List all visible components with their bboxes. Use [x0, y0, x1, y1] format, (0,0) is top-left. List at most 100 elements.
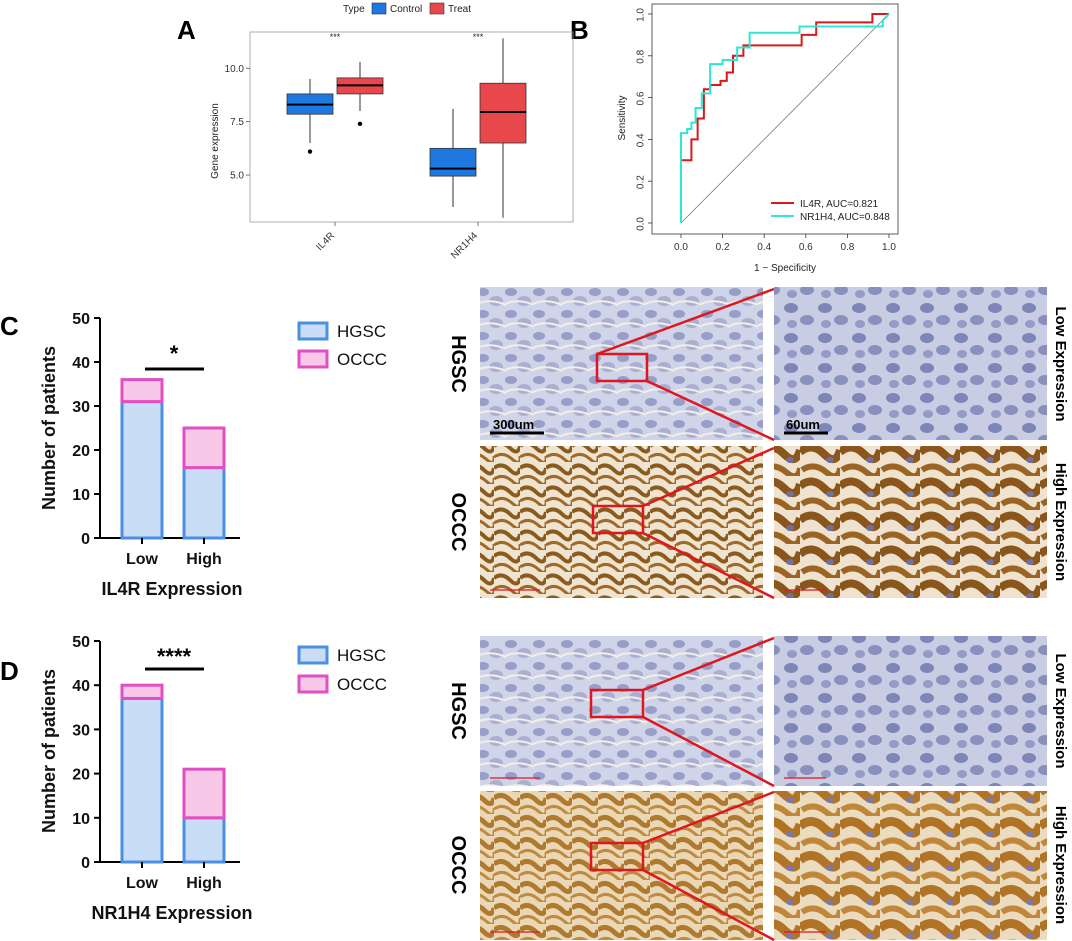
x-tick-label: 0.8	[840, 242, 854, 253]
y-tick-label: 20	[72, 443, 90, 460]
legend-swatch-control	[371, 2, 387, 15]
legend-swatch-occc	[297, 349, 329, 369]
x-tick-label: Low	[126, 551, 159, 568]
box-control-nr1h4	[429, 147, 477, 177]
zoom-connector	[642, 715, 775, 788]
bar-hgsc-low	[120, 400, 164, 540]
micrograph-hgsc-il4r-zoom	[774, 287, 1047, 440]
box-treat-nr1h4	[479, 82, 527, 144]
x-tick-label: Low	[126, 875, 159, 892]
zoom-indicators	[589, 287, 775, 941]
roc-panel-b: 0.0 0.2 0.4 0.6 0.8 1.0 0.0 0.2 0.4 0.6 0.8 1.0 Sen…	[617, 3, 899, 274]
y-tick-label: 0.2	[636, 175, 647, 189]
legend: HGSC OCCC	[297, 645, 387, 694]
significance-label: *	[170, 341, 179, 366]
scale-bar-label: 300um	[493, 417, 534, 432]
x-tick-label: 0.4	[757, 242, 771, 253]
bar-hgsc-high	[182, 466, 226, 540]
y-tick-label: 50	[72, 634, 90, 651]
x-axis-label: 1 − Specificity	[754, 263, 816, 274]
legend-label-control: Control	[390, 4, 422, 15]
panel-letter-c: C	[0, 311, 19, 341]
bar-occc-high	[182, 767, 226, 820]
row-label-hgsc: HGSC	[447, 335, 469, 393]
y-tick-label: 40	[72, 355, 90, 372]
x-axis-label: NR1H4 Expression	[91, 903, 252, 923]
y-tick-label: 20	[72, 767, 90, 784]
y-tick-label: 10.0	[225, 64, 245, 75]
bar-panel-c: 0 10 20 30 40 50 Low High Number of patients IL…	[39, 311, 387, 599]
row-label-occc: OCCC	[447, 836, 469, 895]
bar-occc-high	[182, 426, 226, 470]
boxplot-panel-a: Type Control Treat Gene expression 5.0 7.…	[210, 2, 574, 261]
y-axis-label: Number of patients	[39, 669, 59, 833]
micrograph-occc-nr1h4-zoom	[774, 791, 1047, 940]
micrograph-hgsc-nr1h4-zoom	[774, 636, 1047, 786]
y-tick-label: 5.0	[230, 171, 244, 182]
bar-occc-low	[120, 378, 164, 404]
box-outlier	[357, 121, 363, 126]
legend-title: Type	[343, 4, 365, 15]
expression-label-low: Low Expression	[1052, 653, 1069, 768]
expression-label-high: High Expression	[1052, 806, 1069, 924]
y-tick-label: 0.4	[636, 133, 647, 147]
roc-line-nr1h4	[680, 13, 890, 223]
x-tick-label: High	[186, 551, 222, 568]
bar-occc-low	[120, 683, 164, 700]
y-tick-label: 40	[72, 678, 90, 695]
y-axis-label: Number of patients	[39, 346, 59, 510]
legend-swatch-occc	[297, 674, 329, 694]
y-tick-label: 7.5	[230, 117, 244, 128]
legend-label-occc: OCCC	[337, 350, 387, 369]
legend: IL4R, AUC=0.821 NR1H4, AUC=0.848	[771, 199, 890, 223]
significance-nr1h4: ***	[473, 32, 484, 42]
row-label-hgsc: HGSC	[447, 682, 469, 740]
zoom-connector	[642, 868, 775, 941]
legend-label-treat: Treat	[448, 4, 471, 15]
zoom-box	[589, 841, 645, 872]
y-axis-label: Gene expression	[210, 103, 221, 179]
panel-letter-d: D	[0, 656, 19, 686]
y-tick-label: 10	[72, 487, 90, 504]
x-tick-label: 0.2	[716, 242, 730, 253]
zoom-connector	[642, 446, 775, 508]
row-label-occc: OCCC	[447, 493, 469, 552]
diagonal-reference	[680, 13, 890, 224]
legend-label-occc: OCCC	[337, 675, 387, 694]
significance-label: ****	[157, 644, 192, 669]
zoom-box	[591, 504, 645, 535]
legend-label-hgsc: HGSC	[337, 646, 386, 665]
zoom-box	[595, 352, 649, 383]
legend-label-hgsc: HGSC	[337, 322, 386, 341]
legend-label-nr1h4: NR1H4, AUC=0.848	[800, 212, 890, 223]
y-tick-label: 0.6	[636, 91, 647, 105]
significance-il4r: ***	[330, 32, 341, 42]
micrograph-hgsc-il4r	[480, 287, 763, 440]
y-tick-label: 30	[72, 399, 90, 416]
plot-frame	[249, 31, 574, 223]
x-tick-label: NR1H4	[449, 230, 480, 261]
y-tick-label: 30	[72, 722, 90, 739]
zoom-connector	[642, 531, 775, 600]
y-axis-label: Sensitivity	[617, 95, 628, 140]
micrograph-occc-il4r	[480, 446, 763, 598]
x-tick-label: High	[186, 875, 222, 892]
box-outlier	[307, 149, 313, 154]
panel-letter-b: B	[570, 15, 589, 45]
bar-panel-d: 0 10 20 30 40 50 Low High Number of patients NR…	[39, 634, 387, 923]
bar-hgsc-high	[182, 816, 226, 864]
scale-bar-label: 60um	[786, 417, 820, 432]
expression-label-high: High Expression	[1052, 463, 1069, 581]
bar-hgsc-low	[120, 696, 164, 864]
y-tick-label: 50	[72, 311, 90, 328]
ihc-micrograph-grid: 300um 60um HGSC OCCC HGSC OCCC Low Expre…	[447, 287, 1069, 941]
y-tick-label: 0	[81, 855, 90, 872]
y-tick-label: 1.0	[636, 8, 647, 22]
x-tick-label: 0.6	[799, 242, 813, 253]
panel-letter-a: A	[177, 15, 196, 45]
legend-swatch-treat	[429, 2, 445, 15]
y-tick-label: 0.0	[636, 217, 647, 231]
y-tick-label: 0.8	[636, 49, 647, 63]
plot-frame	[651, 3, 899, 235]
